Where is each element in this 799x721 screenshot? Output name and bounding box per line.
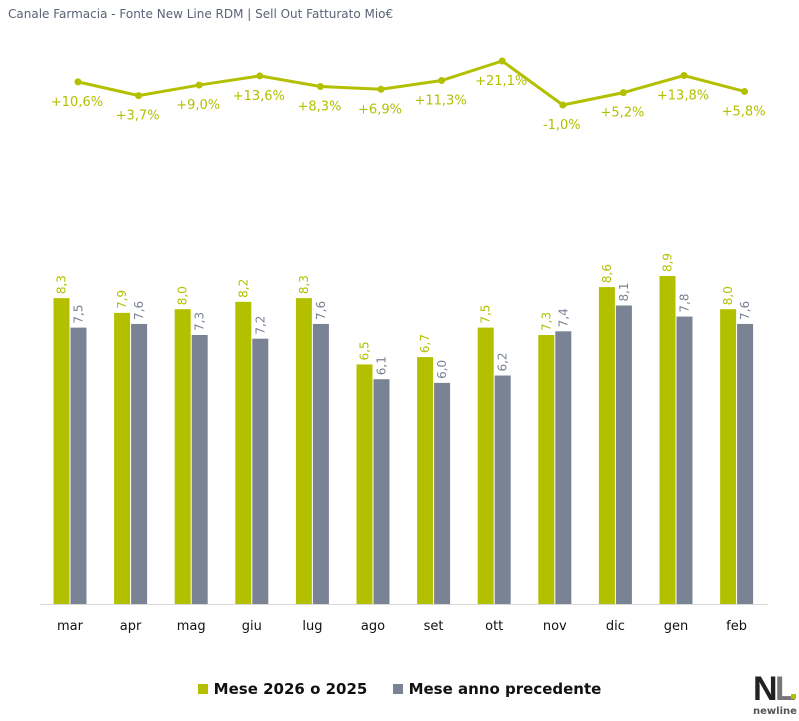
data-label-current: 8,0: [176, 286, 190, 305]
data-label-current: 6,5: [358, 341, 372, 360]
growth-label: +6,9%: [358, 102, 402, 117]
bar-previous: [131, 323, 148, 604]
bar-current: [295, 298, 312, 604]
growth-label: +21,1%: [475, 74, 527, 89]
x-tick-label: mar: [57, 619, 84, 634]
data-label-previous: 7,5: [72, 305, 86, 324]
bar-previous: [70, 327, 87, 604]
legend-item-current: Mese 2026 o 2025: [197, 680, 368, 698]
bar-current: [114, 312, 131, 604]
bar-previous: [252, 338, 269, 604]
data-label-current: 8,3: [55, 275, 69, 294]
bar-current: [659, 276, 676, 604]
growth-point: [559, 101, 567, 109]
data-label-previous: 8,1: [617, 282, 631, 301]
growth-label: +8,3%: [297, 99, 341, 114]
growth-point: [195, 81, 203, 89]
x-tick-label: set: [424, 619, 444, 634]
data-label-previous: 7,4: [556, 308, 570, 327]
data-label-previous: 7,3: [193, 312, 207, 331]
x-tick-label: giu: [242, 619, 262, 634]
growth-label: -1,0%: [543, 118, 581, 133]
growth-label: +10,6%: [51, 95, 103, 110]
data-label-previous: 6,1: [375, 356, 389, 375]
data-label-current: 8,3: [297, 275, 311, 294]
svg-text:newline: newline: [753, 706, 797, 716]
data-label-current: 7,5: [479, 305, 493, 324]
data-label-previous: 7,8: [678, 293, 692, 312]
growth-point: [135, 92, 143, 100]
svg-text:L: L: [775, 670, 796, 708]
x-tick-label: mag: [177, 619, 206, 634]
data-label-current: 7,9: [115, 290, 129, 309]
bar-current: [477, 327, 494, 604]
data-label-current: 8,0: [721, 286, 735, 305]
bar-previous: [676, 316, 693, 604]
bar-current: [598, 287, 615, 604]
bar-previous: [555, 331, 572, 604]
growth-point: [498, 57, 506, 65]
data-label-current: 8,9: [661, 253, 675, 272]
data-label-current: 7,3: [539, 312, 553, 331]
growth-point: [74, 78, 82, 86]
growth-point: [377, 85, 385, 93]
bar-current: [538, 334, 555, 604]
growth-line: [77, 59, 745, 107]
legend-label-current: Mese 2026 o 2025: [213, 680, 368, 698]
bar-current: [720, 309, 737, 604]
bar-current: [53, 298, 70, 604]
bar-current: [235, 301, 252, 604]
growth-label: +9,0%: [176, 98, 220, 113]
data-label-previous: 6,2: [496, 352, 510, 371]
growth-point: [256, 72, 264, 80]
bar-previous: [191, 334, 208, 604]
legend-label-previous: Mese anno precedente: [408, 680, 602, 698]
chart-svg: mar8,37,5apr7,97,6mag8,07,3giu8,27,2lug8…: [40, 57, 768, 634]
x-tick-label: feb: [726, 619, 747, 634]
data-label-current: 8,6: [600, 264, 614, 283]
data-label-previous: 7,6: [314, 301, 328, 320]
growth-label: +13,6%: [233, 89, 285, 104]
growth-point: [316, 82, 324, 90]
growth-point: [619, 89, 627, 97]
data-label-current: 6,7: [418, 334, 432, 353]
bar-current: [356, 364, 373, 604]
growth-label: +3,7%: [116, 109, 160, 124]
growth-label: +11,3%: [414, 94, 466, 109]
data-label-previous: 6,0: [435, 360, 449, 379]
legend: Mese 2026 o 2025 Mese anno precedente: [0, 680, 799, 698]
data-label-previous: 7,2: [253, 316, 267, 335]
chart-title: Canale Farmacia - Fonte New Line RDM | S…: [8, 7, 394, 21]
legend-swatch-previous: [392, 684, 403, 694]
growth-label: +13,8%: [657, 89, 709, 104]
growth-point: [741, 87, 749, 95]
x-tick-label: lug: [302, 619, 322, 634]
bar-previous: [373, 379, 390, 604]
growth-point: [680, 72, 688, 80]
data-label-previous: 7,6: [738, 301, 752, 320]
x-tick-label: gen: [664, 619, 689, 634]
x-tick-label: apr: [120, 619, 142, 634]
svg-text:N: N: [753, 670, 776, 708]
bar-previous: [494, 375, 511, 604]
growth-label: +5,2%: [600, 106, 644, 121]
growth-point: [438, 77, 446, 85]
bar-previous: [737, 323, 754, 604]
bar-previous: [312, 323, 329, 604]
bar-previous: [615, 305, 632, 604]
legend-swatch-current: [197, 684, 208, 694]
newline-logo: N L newline: [753, 670, 797, 716]
legend-item-previous: Mese anno precedente: [392, 680, 602, 698]
data-label-current: 8,2: [236, 279, 250, 298]
x-tick-label: nov: [543, 619, 567, 634]
x-tick-label: ago: [361, 619, 385, 634]
bar-previous: [434, 382, 451, 604]
x-tick-label: ott: [485, 619, 503, 634]
bar-current: [417, 357, 434, 604]
data-label-previous: 7,6: [132, 301, 146, 320]
growth-label: +5,8%: [722, 104, 766, 119]
bar-current: [174, 309, 191, 604]
x-tick-label: dic: [606, 619, 625, 634]
